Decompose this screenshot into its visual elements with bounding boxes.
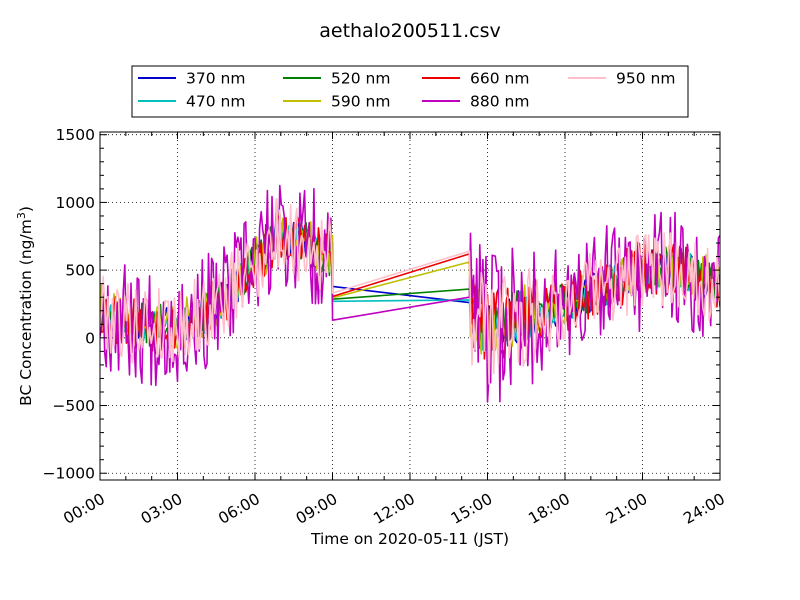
y-axis-label-sup: 3 <box>15 212 28 219</box>
y-axis-label-tail: ) <box>17 206 35 212</box>
y-axis-label: BC Concentration (ng/m3) <box>15 206 35 406</box>
legend-label: 590 nm <box>331 93 390 111</box>
series-group <box>100 184 720 403</box>
y-tick-label: 0 <box>85 329 95 347</box>
legend-label: 370 nm <box>186 70 245 88</box>
legend-label: 950 nm <box>616 70 675 88</box>
chart-title: aethalo200511.csv <box>319 20 501 42</box>
legend-label: 660 nm <box>470 70 529 88</box>
series-line-950-nm <box>100 198 720 385</box>
legend-label: 520 nm <box>331 70 390 88</box>
y-tick-label: 1500 <box>56 126 95 144</box>
legend-label: 880 nm <box>470 93 529 111</box>
y-tick-label: −500 <box>52 397 95 415</box>
legend: 370 nm 470 nm 520 nm 590 nm 660 nm 880 nm 950 … <box>131 65 689 118</box>
legend-box <box>131 65 689 118</box>
y-tick-label: 1000 <box>56 194 95 212</box>
y-tick-label: −1000 <box>43 465 95 483</box>
y-tick-label: 500 <box>65 262 95 280</box>
x-axis-label: Time on 2020-05-11 (JST) <box>310 530 509 548</box>
legend-label: 470 nm <box>186 93 245 111</box>
y-axis-label-main: BC Concentration (ng/m <box>17 219 35 406</box>
